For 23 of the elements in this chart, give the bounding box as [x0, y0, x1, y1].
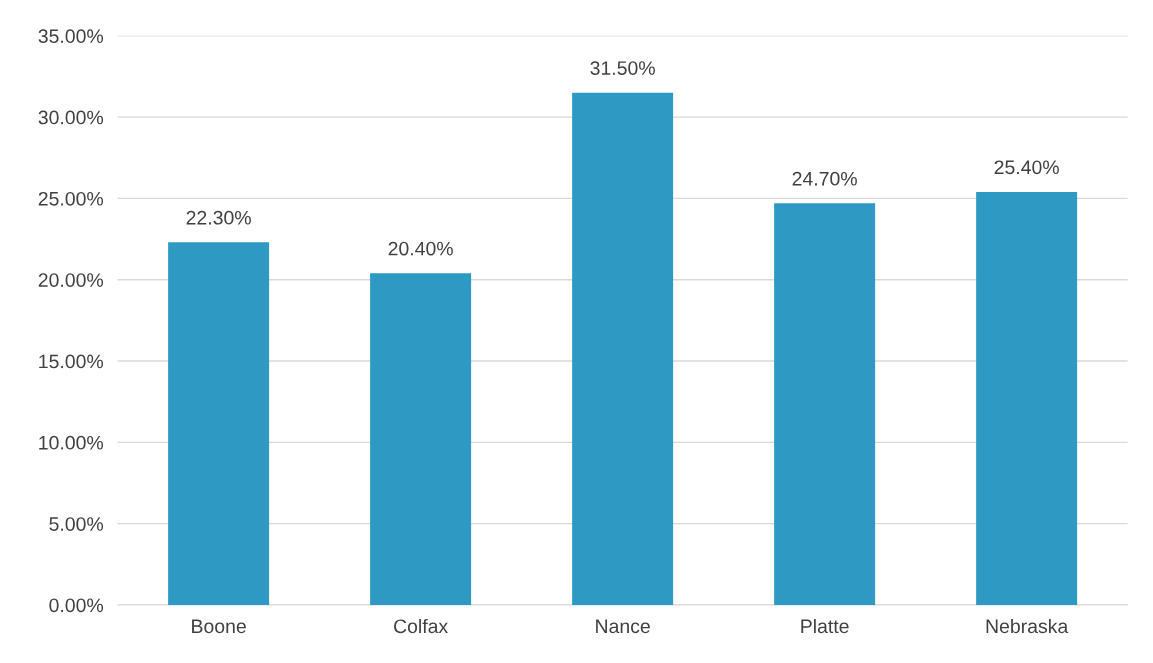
data-label: 25.40% [994, 160, 1059, 175]
data-label: 22.30% [186, 210, 251, 225]
x-tick-label: Nance [596, 619, 650, 634]
y-tick-label: 0.00% [49, 598, 104, 613]
data-label: 24.70% [792, 171, 857, 186]
y-tick-label: 5.00% [49, 517, 104, 531]
x-tick-label: Nebraska [986, 618, 1069, 634]
bar [774, 203, 876, 605]
y-tick-label: 35.00% [38, 29, 104, 44]
x-tick-label: Boone [192, 619, 246, 634]
data-label: 20.40% [388, 241, 453, 256]
y-tick-label: 15.00% [39, 354, 104, 369]
y-tick-label: 20.00% [38, 273, 104, 287]
bar [168, 242, 270, 605]
x-tick-label: Platte [801, 618, 849, 634]
bar [572, 92, 674, 605]
x-tick-label: Colfax [394, 618, 448, 634]
y-tick-label: 30.00% [38, 110, 104, 125]
data-label: 31.50% [590, 61, 655, 75]
bar [370, 273, 472, 605]
y-tick-label: 25.00% [38, 191, 104, 206]
y-tick-label: 10.00% [39, 435, 104, 450]
bar [976, 191, 1078, 605]
